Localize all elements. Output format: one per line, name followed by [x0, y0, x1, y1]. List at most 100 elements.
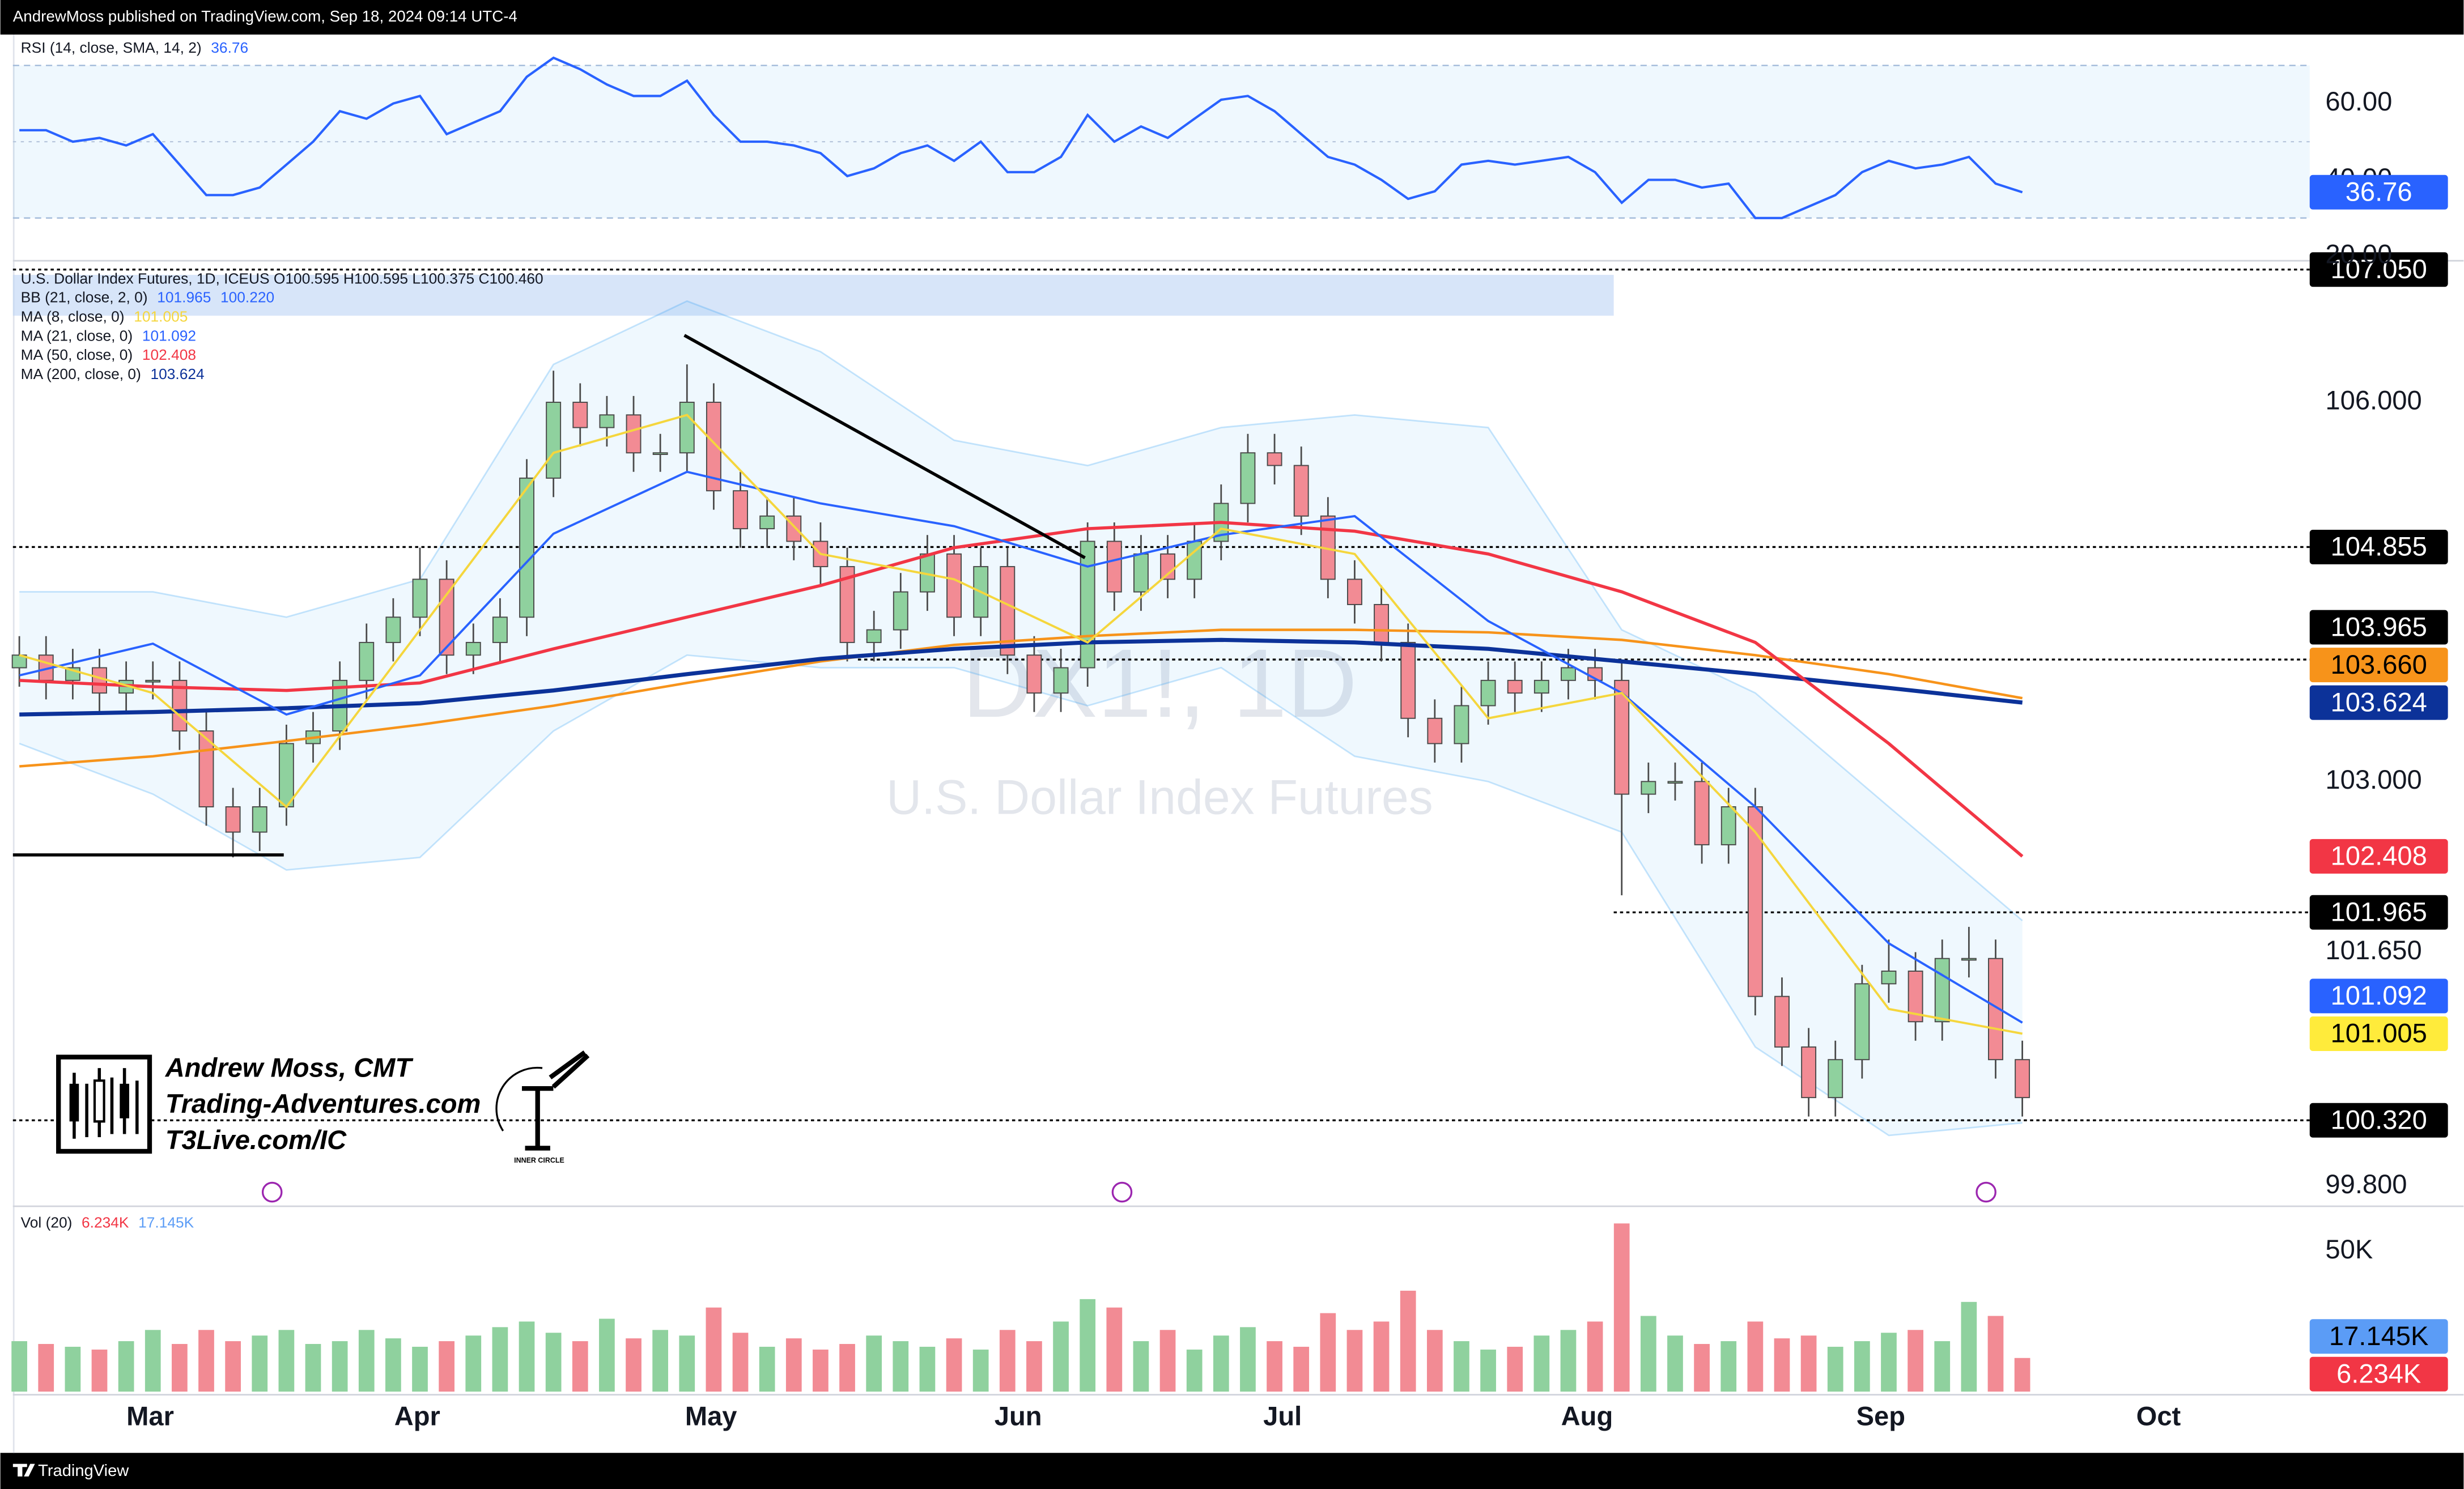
volume-bar [732, 1333, 749, 1392]
y-tick-label: 20.00 [2325, 239, 2392, 269]
candle-body [1133, 553, 1149, 593]
moving-average [19, 414, 2023, 1035]
candle-body [1400, 641, 1416, 719]
volume-bar [2014, 1358, 2030, 1392]
candle-body [1454, 705, 1469, 744]
volume-bar [65, 1346, 81, 1392]
price-tag [2309, 1319, 2448, 1354]
volume-bar [1373, 1321, 1390, 1392]
candle-body [1774, 995, 1790, 1048]
volume-bar [1320, 1313, 1336, 1392]
x-tick-label: Oct [2136, 1401, 2181, 1431]
footer-text: TradingView [38, 1462, 129, 1480]
event-icon[interactable] [261, 1181, 283, 1203]
volume-bar [439, 1341, 455, 1392]
price-tag [2309, 839, 2448, 874]
volume-bar [706, 1307, 722, 1392]
legend-value: 101.092 [142, 327, 196, 344]
price-tag-label: 101.092 [2331, 980, 2427, 1010]
watermark-name: U.S. Dollar Index Futures [886, 771, 1433, 825]
candle-body [1747, 806, 1763, 997]
price-tag [2309, 685, 2448, 720]
volume-bar [626, 1338, 642, 1392]
candle-body [1961, 958, 1977, 961]
candle-body [225, 806, 241, 833]
volume-bar [278, 1330, 295, 1392]
candle-body [1480, 679, 1496, 707]
legend-title: U.S. Dollar Index Futures, 1D, ICEUS O10… [21, 270, 543, 287]
moving-average [19, 470, 2023, 1024]
candle-body [1828, 1059, 1843, 1099]
legend-value: 101.965 [157, 289, 211, 306]
volume-bar [519, 1321, 535, 1392]
candle-body [1427, 717, 1443, 744]
volume-bar [1053, 1321, 1069, 1392]
candle-body [1106, 541, 1122, 593]
legend-value: 102.408 [142, 346, 196, 363]
volume-bar [946, 1338, 962, 1392]
volume-bar [1667, 1335, 1683, 1392]
brand-site: Trading-Adventures.com [165, 1088, 481, 1118]
volume-bar [1694, 1344, 1710, 1392]
price-tag-label: 36.76 [2346, 176, 2412, 206]
volume-bar [118, 1341, 134, 1392]
header-bar [0, 0, 2464, 35]
event-icon[interactable] [1111, 1181, 1133, 1203]
rsi-title-value: 36.76 [211, 39, 248, 56]
volume-bar [545, 1333, 562, 1392]
event-icon[interactable] [1976, 1181, 1996, 1203]
candle-body [1667, 781, 1683, 784]
logo-candle [120, 1083, 129, 1118]
volume-bar [1533, 1335, 1550, 1392]
volume-bar [759, 1346, 775, 1392]
candle-body [1320, 515, 1336, 580]
candle-body [278, 743, 294, 807]
candle-body [385, 616, 401, 643]
volume-bar [785, 1338, 802, 1392]
candle-body [1533, 679, 1549, 694]
volume-bar [1133, 1341, 1149, 1392]
candle-body [759, 515, 775, 530]
brand-name: Andrew Moss, CMT [165, 1052, 414, 1082]
candle-body [1053, 667, 1069, 694]
candle-body [1854, 983, 1870, 1061]
candle-body [145, 679, 161, 683]
volume-bar [1026, 1341, 1042, 1392]
candle-body [412, 578, 428, 618]
volume-bar [1106, 1307, 1123, 1392]
candle-body [519, 477, 534, 618]
rsi-line [19, 56, 2023, 219]
legend-entry: MA (50, close, 0) [21, 346, 133, 363]
footer-logo [12, 1464, 35, 1477]
candle-body [1694, 781, 1710, 845]
volume-bar [1080, 1299, 1096, 1392]
volume-bar [839, 1344, 855, 1392]
candle-body [11, 654, 27, 669]
volume-bar [145, 1330, 161, 1392]
plot: 99.800 101.650 103.000 106.000 107.050 104.85… [11, 39, 2448, 1431]
volume-bar [385, 1338, 401, 1392]
price-tag-label: 17.145K [2329, 1321, 2429, 1351]
volume-bar [1507, 1346, 1523, 1392]
volume-bar [1613, 1223, 1630, 1392]
volume-bar [1186, 1349, 1203, 1392]
badge-arc [495, 1066, 543, 1131]
volume-bar [91, 1349, 108, 1392]
volume-bar [198, 1330, 214, 1392]
volume-bar [1800, 1335, 1817, 1392]
x-tick-label: Apr [394, 1401, 440, 1431]
candle-body [439, 578, 454, 656]
price-tag [2309, 529, 2448, 564]
volume-bar [1400, 1291, 1416, 1392]
volume-bar [1854, 1341, 1870, 1392]
trendline [683, 334, 1086, 559]
x-tick-label: Mar [126, 1401, 174, 1431]
volume-bar [358, 1330, 375, 1392]
candle-body [359, 641, 375, 681]
volume-bar [999, 1330, 1016, 1392]
x-tick-label: Sep [1857, 1401, 1905, 1431]
volume-bar [652, 1330, 669, 1392]
price-tag [2309, 1356, 2448, 1392]
volume-bar [1480, 1349, 1496, 1392]
volume-bar [1346, 1330, 1363, 1392]
